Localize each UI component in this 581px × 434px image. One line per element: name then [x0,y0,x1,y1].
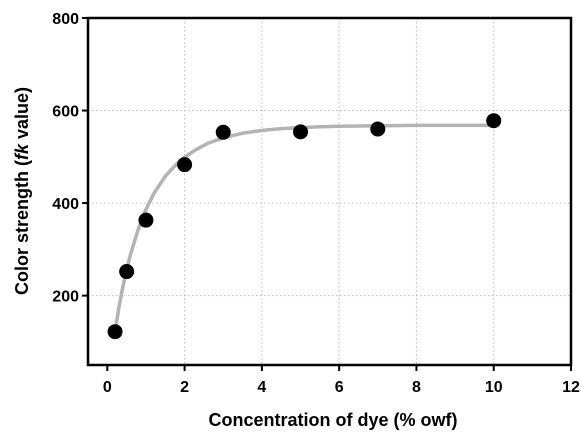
x-tick-label-0: 0 [103,379,112,396]
fit-curve [113,123,496,334]
x-tick-label-4: 8 [412,379,421,396]
x-tick-label-3: 6 [335,379,344,396]
data-point-6 [370,121,386,137]
x-tick-label-6: 12 [562,379,580,396]
y-axis-label-suffix: value) [12,87,32,144]
x-tick-labels: 0 2 4 6 8 10 12 [103,379,580,396]
y-tick-label-2: 600 [52,104,79,121]
data-point-2 [138,212,154,228]
x-axis-label: Concentration of dye (% owf) [209,410,458,430]
y-tick-label-1: 400 [52,196,79,213]
grid-lines [88,18,572,365]
x-tick-label-2: 4 [257,379,266,396]
data-points [107,113,502,340]
y-axis-label-prefix: Color strength ( [12,160,32,295]
data-point-4 [215,124,231,140]
data-point-7 [486,113,502,129]
x-tick-label-5: 10 [485,379,503,396]
data-point-3 [177,157,193,173]
y-tick-label-3: 800 [52,11,79,28]
plot-frame [86,16,573,367]
data-point-0 [107,324,123,340]
axis-ticks [82,17,572,371]
data-point-5 [293,124,309,140]
y-tick-label-0: 200 [52,289,79,306]
plot-area-background [88,18,571,365]
data-point-1 [119,264,135,280]
fit-curve-layer [113,123,496,334]
y-axis-label-italic: fk [12,143,32,160]
y-tick-labels: 200 400 600 800 [52,11,79,306]
x-tick-label-1: 2 [180,379,189,396]
y-axis-label: Color strength (fk value) [12,87,32,295]
